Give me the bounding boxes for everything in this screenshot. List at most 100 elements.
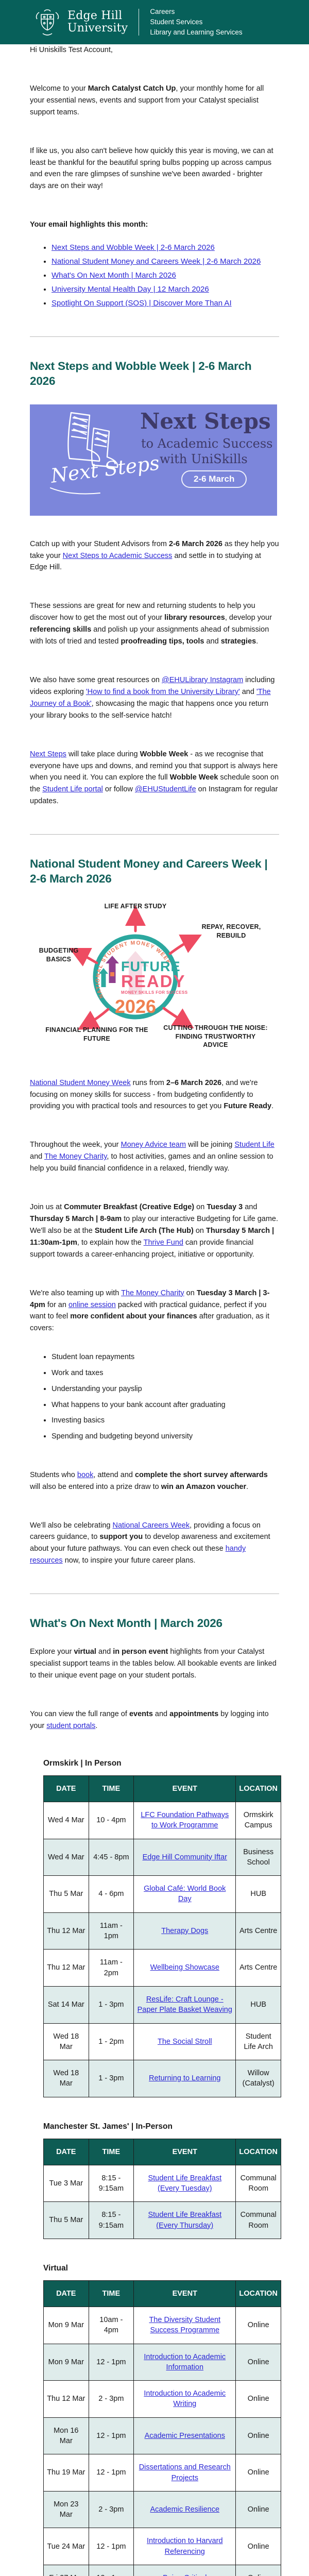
table-cell: Online [235,2565,281,2576]
banner-title: Next Steps [140,408,271,434]
link[interactable]: The Money Charity [44,1153,107,1161]
section-heading: National Student Money and Careers Week … [30,857,268,886]
event-link[interactable]: Student Life Breakfast (Every Thursday) [148,2211,222,2230]
event-link[interactable]: Therapy Dogs [161,1926,209,1935]
table-cell: Arts Centre [235,1949,281,1987]
column-header: DATE [43,1775,89,1802]
event-cell: Wellbeing Showcase [133,1949,236,1987]
table-cell: Mon 16 Mar [43,2417,89,2455]
link[interactable]: National Careers Week [112,1521,190,1530]
table-cell: Wed 4 Mar [43,1801,89,1839]
banner-subtitle: with UniSkills [160,451,248,466]
event-link[interactable]: The Diversity Student Success Programme [149,2315,221,2335]
virtual-events-table: DATE TIME EVENT LOCATION Mon 9 Mar 10am - 4pm… [43,2280,281,2576]
link[interactable]: Student Life portal [42,785,103,794]
table-cell: Tue 3 Mar [43,2164,89,2202]
link[interactable]: Thrive Fund [143,1238,183,1247]
column-header: EVENT [133,2138,236,2165]
link[interactable]: @EHUStudentLife [134,785,196,794]
tagline-line: Careers [150,7,175,15]
section-money-week: National Student Money and Careers Week … [30,856,279,1567]
event-link[interactable]: Introduction to Academic Information [144,2352,226,2371]
column-header: LOCATION [235,2138,281,2165]
event-link[interactable]: The Social Stroll [157,2037,212,2046]
table-row: Thu 12 Mar 11am - 2pm Wellbeing Showcase Ar… [43,1949,281,1987]
table-cell: Arts Centre [235,1912,281,1950]
link[interactable]: Spotlight On Support (SOS) | Discover Mo… [52,299,232,308]
link[interactable]: National Student Money and Careers Week … [52,257,261,266]
table-row: Mon 9 Mar 10am - 4pm The Diversity Student… [43,2306,281,2344]
event-link[interactable]: Academic Resilience [150,2505,220,2514]
link[interactable]: Student Life [234,1141,274,1149]
table-cell: Online [235,2528,281,2566]
table-cell: Ormskirk Campus [235,1801,281,1839]
table-cell: 12 - 1pm [88,2417,134,2455]
table-cell: Willow (Catalyst) [235,2060,281,2097]
event-link[interactable]: Edge Hill Community Iftar [142,1853,227,1861]
event-link[interactable]: Academic Presentations [144,2431,225,2440]
link[interactable]: handy resources [30,1545,246,1565]
table-cell: Online [235,2343,281,2381]
event-link[interactable]: Global Café: World Book Day [144,1885,226,1904]
section-whats-on: What's On Next Month | March 2026 Explor… [30,1616,281,2576]
link[interactable]: The Money Charity [121,1289,184,1297]
table-title-ormskirk: Ormskirk | In Person [43,1758,122,1768]
link[interactable]: book [77,1470,94,1479]
svg-text:MONEY SKILLS FOR SUCCESS: MONEY SKILLS FOR SUCCESS [121,990,188,995]
link[interactable]: 'The Journey of a Book' [30,687,271,708]
column-header: TIME [88,1775,134,1802]
event-link[interactable]: Introduction to Harvard Referencing [147,2537,223,2556]
link[interactable]: University Mental Health Day | 12 March … [52,285,209,294]
link[interactable]: Next Steps [30,750,66,758]
table-cell: Thu 12 Mar [43,1949,89,1987]
event-link[interactable]: Returning to Learning [149,2074,221,2083]
column-header: TIME [88,2138,134,2165]
list-item: Understanding your payslip [52,1384,279,1395]
masthead-tagline: Careers Student Services Library and Lea… [150,7,242,38]
paragraph: Join us at Commuter Breakfast (Creative … [30,1203,278,1259]
tagline-line: Student Services [150,18,203,26]
greeting: Hi Uniskills Test Account, [30,46,113,54]
graphic-label-bottom-left: FINANCIAL PLANNING FOR THE FUTURE [45,1026,148,1042]
link[interactable]: 'How to find a book from the University … [85,687,240,696]
future-ready-logo: NATIONAL STUDENT MONEY WEEK FUTURE READY… [69,905,202,1030]
event-cell: ResLife: Craft Lounge - Paper Plate Bask… [133,1986,236,2024]
table-cell: 12 - 1pm [88,2454,134,2492]
link[interactable]: @EHULibrary Instagram [162,676,244,684]
table-title-virtual: Virtual [43,2263,68,2273]
table-row: Wed 4 Mar 10 - 4pm LFC Foundation Pathways… [43,1801,281,1839]
link[interactable]: What's On Next Month | March 2026 [52,271,176,280]
event-link[interactable]: Being Critical [163,2574,207,2576]
event-link[interactable]: Dissertations and Research Projects [139,2463,231,2482]
link[interactable]: Money Advice team [121,1141,186,1149]
event-link[interactable]: Student Life Breakfast (Every Tuesday) [148,2174,222,2193]
table-cell: 12 - 1pm [88,2565,134,2576]
event-link[interactable]: Wellbeing Showcase [150,1963,219,1972]
paragraph: If like us, you also can't believe how q… [30,146,273,191]
event-link[interactable]: ResLife: Craft Lounge - Paper Plate Bask… [137,1995,232,2014]
table-row: Tue 24 Mar 12 - 1pm Introduction to Harvar… [43,2528,281,2566]
section-next-steps: Next Steps and Wobble Week | 2-6 March 2… [30,359,279,807]
table-cell: Online [235,2490,281,2529]
table-row: Wed 4 Mar 4:45 - 8pm Edge Hill Community I… [43,1838,281,1876]
event-link[interactable]: LFC Foundation Pathways to Work Programm… [141,1810,229,1830]
paragraph: Next Steps will take place during Wobble… [30,750,279,806]
email-body: Hi Uniskills Test Account, Welcome to yo… [0,44,309,2576]
event-link[interactable]: Introduction to Academic Writing [144,2389,226,2409]
column-header: DATE [43,2280,89,2307]
link[interactable]: Next Steps to Academic Success [62,551,173,560]
table-cell: 12 - 1pm [88,2343,134,2381]
table-row: Thu 19 Mar 12 - 1pm Dissertations and Rese… [43,2454,281,2492]
link[interactable]: Next Steps and Wobble Week | 2-6 March 2… [52,243,215,252]
paragraph: Throughout the week, your Money Advice t… [30,1141,274,1173]
list-item: Next Steps and Wobble Week | 2-6 March 2… [52,243,279,252]
event-cell: Being Critical [133,2565,236,2576]
boots-illustration [50,412,118,495]
link[interactable]: online session [68,1300,116,1309]
link[interactable]: student portals [46,1722,96,1731]
event-cell: Introduction to Academic Writing [133,2380,236,2418]
table-row: Thu 12 Mar 11am - 1pm Therapy Dogs Arts Cen… [43,1912,281,1950]
table-cell: 4:45 - 8pm [88,1838,134,1876]
link[interactable]: National Student Money Week [30,1078,131,1087]
table-cell: Thu 5 Mar [43,2201,89,2239]
